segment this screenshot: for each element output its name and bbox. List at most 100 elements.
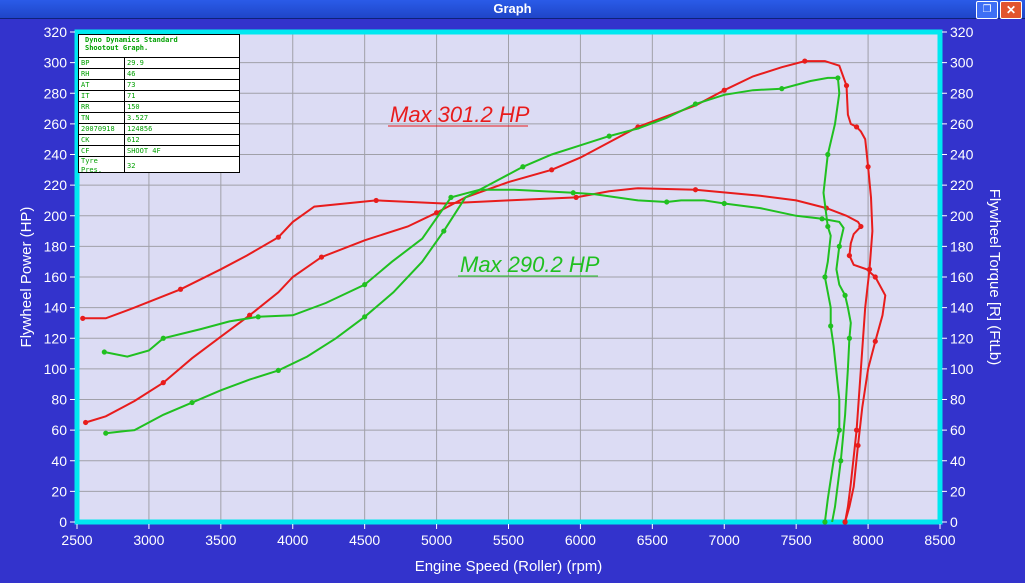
- y2-tick-label: 220: [950, 177, 974, 193]
- data-point: [838, 458, 844, 464]
- y2-tick-label: 60: [950, 422, 966, 438]
- y-tick-label: 180: [44, 238, 68, 254]
- y-tick-label: 120: [44, 330, 68, 346]
- y-tick-label: 60: [51, 422, 67, 438]
- run-info-row: BP 29.9: [79, 58, 239, 69]
- x-tick-label: 5000: [421, 532, 452, 548]
- run-info-key: CK: [79, 134, 125, 146]
- y2-tick-label: 140: [950, 300, 974, 316]
- x-tick-label: 2500: [61, 532, 92, 548]
- run-info-key: 20070918: [79, 123, 125, 135]
- data-point: [802, 58, 808, 64]
- x-tick-label: 8000: [853, 532, 884, 548]
- y2-tick-label: 80: [950, 392, 966, 408]
- data-point: [448, 194, 454, 200]
- data-point: [573, 194, 579, 200]
- data-point: [721, 200, 727, 207]
- y-tick-label: 20: [51, 483, 67, 499]
- data-point: [362, 282, 368, 288]
- data-point: [177, 286, 184, 292]
- run-info-row: IT 71: [79, 90, 239, 102]
- data-point: [103, 430, 109, 436]
- y-tick-label: 240: [44, 147, 68, 163]
- data-point: [822, 519, 828, 525]
- y-tick-label: 320: [44, 24, 68, 40]
- x-tick-label: 3000: [133, 532, 164, 548]
- data-point: [275, 367, 281, 374]
- data-point: [842, 519, 848, 525]
- data-point: [825, 151, 831, 158]
- run-info-title-2: Shootout Graph.: [85, 44, 149, 52]
- run-info-value: 29.9: [124, 58, 239, 69]
- data-point: [189, 399, 195, 406]
- run-info-key: Tyre Pres.: [79, 156, 125, 172]
- data-point: [664, 199, 670, 205]
- run-info-row: RR 150: [79, 101, 239, 113]
- y-tick-label: 80: [51, 392, 67, 408]
- x-tick-label: 3500: [205, 532, 236, 548]
- run-info-key: BP: [79, 58, 125, 69]
- x-tick-label: 8500: [924, 532, 955, 548]
- run-info-key: TN: [79, 112, 125, 124]
- run-info-table: BP 29.9 RH 46 AT 73 IT 71 RR 150 TN 3.527 20070918 12…: [79, 58, 239, 172]
- y2-tick-label: 0: [950, 514, 958, 530]
- data-point: [853, 124, 860, 130]
- run-info-row: 20070918 124856: [79, 123, 239, 135]
- y2-tick-label: 200: [950, 208, 974, 224]
- y2-tick-label: 240: [950, 147, 974, 163]
- y-axis-label: Flywheel Power (HP): [18, 207, 35, 348]
- y2-tick-label: 260: [950, 116, 974, 132]
- y2-tick-label: 100: [950, 361, 974, 377]
- data-point: [318, 254, 325, 260]
- y2-tick-label: 160: [950, 269, 974, 285]
- data-point: [692, 187, 699, 193]
- x-tick-label: 7500: [781, 532, 812, 548]
- run-info-row: Tyre Pres. 32: [79, 156, 239, 172]
- x-tick-label: 4500: [349, 532, 380, 548]
- data-point: [822, 274, 828, 280]
- data-point: [160, 335, 166, 341]
- data-point: [835, 75, 841, 81]
- data-point: [872, 338, 878, 344]
- close-icon: ✕: [1005, 3, 1017, 17]
- y2-tick-label: 40: [950, 453, 966, 469]
- run-info-header: Dyno Dynamics Standard Shootout Graph.: [79, 35, 239, 58]
- run-info-row: TN 3.527: [79, 112, 239, 124]
- data-point: [433, 210, 440, 216]
- data-point: [80, 315, 86, 321]
- y2-tick-label: 20: [950, 483, 966, 499]
- data-point: [692, 101, 699, 107]
- data-point: [373, 197, 379, 204]
- data-point: [362, 314, 368, 320]
- x-tick-label: 4000: [277, 532, 308, 548]
- y2-tick-label: 280: [950, 85, 974, 101]
- run-info-value: SHOOT 4F: [124, 145, 239, 157]
- data-point: [779, 86, 785, 92]
- run-info-value: 150: [124, 101, 239, 113]
- run-info-value: 71: [124, 90, 239, 102]
- x-tick-label: 7000: [709, 532, 740, 548]
- restore-window-button[interactable]: ❐: [976, 1, 998, 19]
- run-info-value: 73: [124, 79, 239, 91]
- y2-tick-label: 300: [950, 55, 974, 71]
- y2-tick-label: 120: [950, 330, 974, 346]
- data-point: [520, 164, 526, 170]
- y-tick-label: 40: [51, 453, 67, 469]
- y2-tick-label: 320: [950, 24, 974, 40]
- data-point: [836, 427, 842, 433]
- data-point: [828, 323, 834, 329]
- run-info-key: IT: [79, 90, 125, 102]
- x-axis-label: Engine Speed (Roller) (rpm): [415, 558, 603, 575]
- restore-icon: ❐: [982, 4, 992, 15]
- x-tick-label: 5500: [493, 532, 524, 548]
- data-point: [853, 427, 860, 433]
- run-info-row: AT 73: [79, 79, 239, 91]
- close-window-button[interactable]: ✕: [1000, 1, 1022, 19]
- y-tick-label: 160: [44, 269, 68, 285]
- max-annotation-green: Max 290.2 HP: [460, 252, 600, 277]
- data-point: [721, 87, 727, 93]
- run-info-key: RH: [79, 68, 125, 80]
- data-point: [846, 335, 852, 341]
